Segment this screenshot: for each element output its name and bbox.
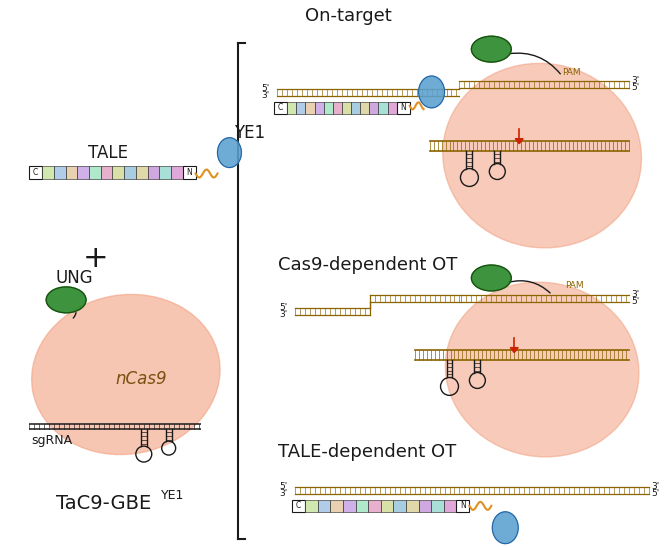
FancyBboxPatch shape [396,102,410,114]
Text: N: N [460,502,466,510]
FancyBboxPatch shape [331,500,343,512]
FancyBboxPatch shape [147,166,159,179]
Text: N: N [400,103,406,112]
Text: UNG: UNG [55,269,93,287]
FancyBboxPatch shape [159,166,171,179]
FancyBboxPatch shape [406,500,418,512]
FancyBboxPatch shape [296,102,305,114]
FancyBboxPatch shape [171,166,183,179]
Text: C: C [33,168,39,177]
Text: 5': 5' [279,304,288,312]
Text: +: + [83,244,109,273]
FancyBboxPatch shape [444,500,456,512]
FancyBboxPatch shape [29,166,42,179]
Text: 3': 3' [631,290,640,299]
FancyBboxPatch shape [369,102,378,114]
FancyBboxPatch shape [393,500,406,512]
FancyBboxPatch shape [324,102,333,114]
FancyBboxPatch shape [292,500,305,512]
FancyBboxPatch shape [183,166,196,179]
FancyBboxPatch shape [343,500,355,512]
FancyBboxPatch shape [101,166,112,179]
FancyBboxPatch shape [66,166,77,179]
Text: On-target: On-target [305,7,392,25]
Text: PAM: PAM [562,68,580,76]
Text: 3': 3' [261,91,270,101]
FancyBboxPatch shape [124,166,136,179]
FancyBboxPatch shape [456,500,469,512]
FancyBboxPatch shape [368,500,380,512]
FancyBboxPatch shape [305,102,315,114]
Text: TaC9-GBE: TaC9-GBE [56,494,151,513]
FancyBboxPatch shape [431,500,444,512]
Polygon shape [510,348,518,353]
FancyBboxPatch shape [418,500,431,512]
Ellipse shape [443,63,641,248]
Text: 3': 3' [279,310,288,320]
Text: 5': 5' [261,85,270,94]
Text: N: N [186,168,192,177]
Ellipse shape [418,76,444,108]
Text: nCas9: nCas9 [115,371,167,388]
FancyBboxPatch shape [89,166,101,179]
Text: TALE: TALE [88,144,128,162]
FancyBboxPatch shape [136,166,147,179]
Text: 5': 5' [631,298,640,306]
FancyBboxPatch shape [342,102,351,114]
Text: 5': 5' [651,490,660,498]
FancyBboxPatch shape [333,102,342,114]
FancyBboxPatch shape [318,500,331,512]
FancyBboxPatch shape [388,102,396,114]
Ellipse shape [32,294,220,455]
FancyBboxPatch shape [54,166,66,179]
FancyBboxPatch shape [355,500,368,512]
Text: 5': 5' [631,84,640,92]
Text: 3': 3' [651,482,660,491]
FancyBboxPatch shape [112,166,124,179]
Text: C: C [296,502,301,510]
FancyBboxPatch shape [360,102,369,114]
Ellipse shape [492,512,518,543]
Ellipse shape [218,138,242,168]
Ellipse shape [471,36,511,62]
Ellipse shape [446,282,639,457]
Text: PAM: PAM [564,282,583,290]
FancyBboxPatch shape [42,166,54,179]
Text: C: C [278,103,284,112]
FancyBboxPatch shape [378,102,388,114]
Text: Cas9-dependent OT: Cas9-dependent OT [278,256,457,274]
Polygon shape [515,139,523,144]
Text: 5': 5' [279,482,288,491]
Text: 3': 3' [279,490,288,498]
Text: 3': 3' [631,76,640,85]
FancyBboxPatch shape [380,500,393,512]
FancyBboxPatch shape [77,166,89,179]
Text: sgRNA: sgRNA [31,433,72,447]
FancyBboxPatch shape [305,500,318,512]
Ellipse shape [46,287,86,313]
FancyBboxPatch shape [274,102,288,114]
Ellipse shape [471,265,511,291]
FancyBboxPatch shape [315,102,324,114]
FancyBboxPatch shape [351,102,360,114]
Text: YE1: YE1 [161,490,184,502]
Text: TALE-dependent OT: TALE-dependent OT [278,443,456,461]
FancyBboxPatch shape [288,102,296,114]
Text: YE1: YE1 [234,124,265,142]
